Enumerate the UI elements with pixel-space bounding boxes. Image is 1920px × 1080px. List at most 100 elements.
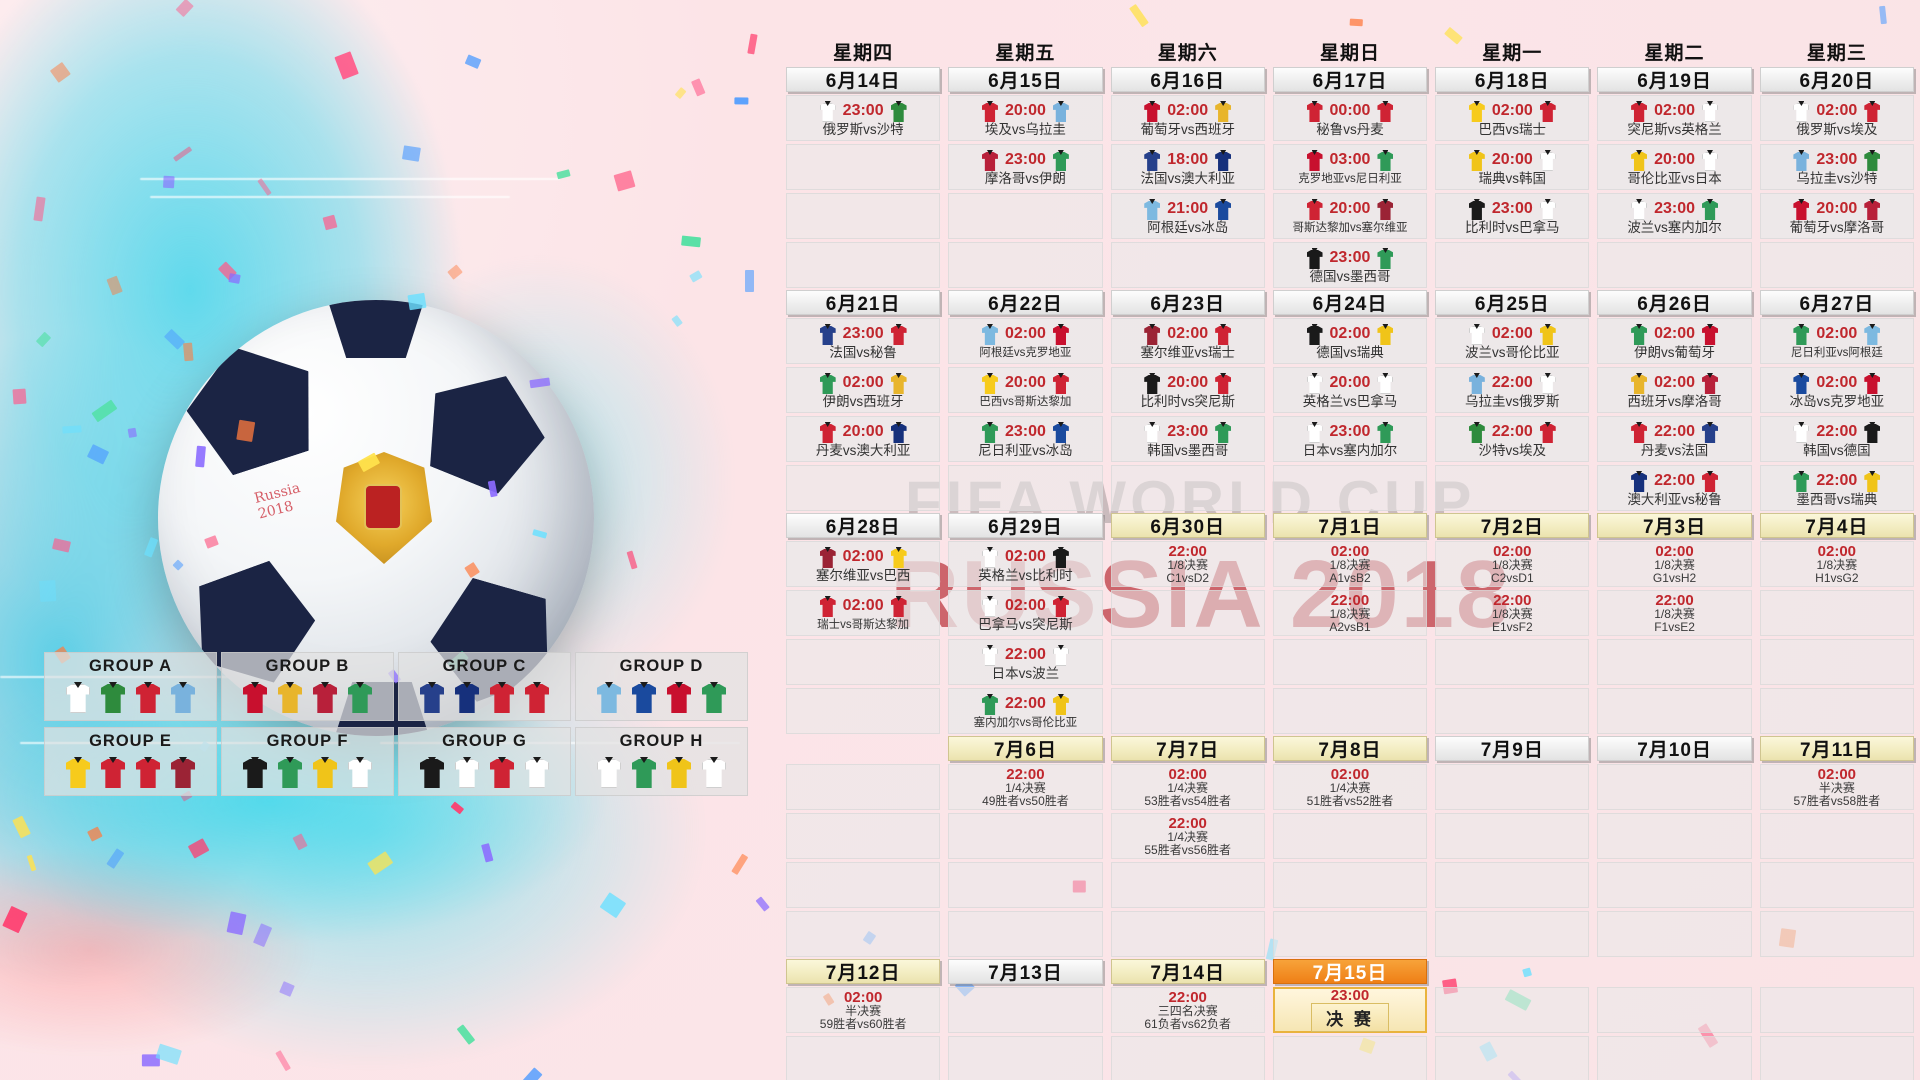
- date-header-6月17日[interactable]: 6月17日: [1272, 67, 1428, 92]
- match-card[interactable]: 02:00 英格兰vs比利时: [948, 541, 1103, 587]
- match-card[interactable]: 23:00 韩国vs墨西哥: [1110, 416, 1265, 462]
- match-card[interactable]: 02:00 葡萄牙vs西班牙: [1110, 95, 1265, 141]
- knockout-match-card[interactable]: 02:00 1/8决赛 C2vsD1: [1435, 541, 1590, 587]
- date-header-6月28日[interactable]: 6月28日: [786, 513, 941, 538]
- match-card[interactable]: 20:00 哥斯达黎加vs塞尔维亚: [1272, 193, 1428, 239]
- match-card[interactable]: 02:00 塞尔维亚vs巴西: [786, 541, 941, 587]
- date-header-6月26日[interactable]: 6月26日: [1597, 290, 1752, 315]
- match-card[interactable]: 22:00 墨西哥vs瑞典: [1759, 465, 1914, 511]
- knockout-match-card[interactable]: 22:00 1/4决赛 49胜者vs50胜者: [948, 764, 1103, 810]
- match-card[interactable]: 20:00 巴西vs哥斯达黎加: [948, 367, 1103, 413]
- match-card[interactable]: 02:00 瑞士vs哥斯达黎加: [786, 590, 941, 636]
- date-header-7月12日[interactable]: 7月12日: [786, 959, 941, 984]
- knockout-match-card[interactable]: 02:00 1/8决赛 H1vsG2: [1759, 541, 1914, 587]
- knockout-match-card[interactable]: 02:00 1/4决赛 51胜者vs52胜者: [1272, 764, 1428, 810]
- match-card[interactable]: 02:00 德国vs瑞典: [1272, 318, 1428, 364]
- date-header-6月29日[interactable]: 6月29日: [948, 513, 1103, 538]
- date-header-7月2日[interactable]: 7月2日: [1435, 513, 1590, 538]
- knockout-match-card[interactable]: 02:00 半决赛 57胜者vs58胜者: [1759, 764, 1914, 810]
- knockout-match-card[interactable]: 02:00 1/8决赛 G1vsH2: [1597, 541, 1752, 587]
- date-header-7月1日[interactable]: 7月1日: [1272, 513, 1428, 538]
- group-panel-group-b[interactable]: GROUP B: [221, 652, 394, 721]
- group-panel-group-g[interactable]: GROUP G: [398, 727, 571, 796]
- match-card[interactable]: 02:00 尼日利亚vs阿根廷: [1759, 318, 1914, 364]
- match-card[interactable]: 23:00 波兰vs塞内加尔: [1597, 193, 1752, 239]
- match-card[interactable]: 02:00 波兰vs哥伦比亚: [1435, 318, 1590, 364]
- group-panel-group-e[interactable]: GROUP E: [44, 727, 217, 796]
- group-panel-group-f[interactable]: GROUP F: [221, 727, 394, 796]
- date-header-6月18日[interactable]: 6月18日: [1435, 67, 1590, 92]
- date-header-6月22日[interactable]: 6月22日: [948, 290, 1103, 315]
- date-header-6月19日[interactable]: 6月19日: [1597, 67, 1752, 92]
- date-header-6月15日[interactable]: 6月15日: [948, 67, 1103, 92]
- match-card[interactable]: 02:00 西班牙vs摩洛哥: [1597, 367, 1752, 413]
- match-card[interactable]: 02:00 俄罗斯vs埃及: [1759, 95, 1914, 141]
- match-card[interactable]: 21:00 阿根廷vs冰岛: [1110, 193, 1265, 239]
- date-header-7月14日[interactable]: 7月14日: [1110, 959, 1265, 984]
- date-header-6月24日[interactable]: 6月24日: [1272, 290, 1428, 315]
- match-card[interactable]: 03:00 克罗地亚vs尼日利亚: [1272, 144, 1428, 190]
- match-card[interactable]: 02:00 冰岛vs克罗地亚: [1759, 367, 1914, 413]
- date-header-7月15日[interactable]: 7月15日: [1272, 959, 1428, 984]
- date-header-6月20日[interactable]: 6月20日: [1759, 67, 1914, 92]
- date-header-6月14日[interactable]: 6月14日: [786, 67, 941, 92]
- match-card[interactable]: 23:00 乌拉圭vs沙特: [1759, 144, 1914, 190]
- match-card[interactable]: 00:00 秘鲁vs丹麦: [1272, 95, 1428, 141]
- date-header-7月8日[interactable]: 7月8日: [1272, 736, 1428, 761]
- date-header-7月6日[interactable]: 7月6日: [948, 736, 1103, 761]
- knockout-match-card[interactable]: 02:00 1/8决赛 A1vsB2: [1272, 541, 1428, 587]
- knockout-match-card[interactable]: 22:00 1/4决赛 55胜者vs56胜者: [1110, 813, 1265, 859]
- knockout-match-card[interactable]: 22:00 1/8决赛 F1vsE2: [1597, 590, 1752, 636]
- date-header-7月11日[interactable]: 7月11日: [1759, 736, 1914, 761]
- match-card[interactable]: 20:00 丹麦vs澳大利亚: [786, 416, 941, 462]
- group-panel-group-d[interactable]: GROUP D: [575, 652, 748, 721]
- match-card[interactable]: 02:00 突尼斯vs英格兰: [1597, 95, 1752, 141]
- match-card[interactable]: 22:00 日本vs波兰: [948, 639, 1103, 685]
- date-header-7月13日[interactable]: 7月13日: [948, 959, 1103, 984]
- match-card[interactable]: 20:00 哥伦比亚vs日本: [1597, 144, 1752, 190]
- match-card[interactable]: 22:00 乌拉圭vs俄罗斯: [1435, 367, 1590, 413]
- match-card[interactable]: 22:00 丹麦vs法国: [1597, 416, 1752, 462]
- date-header-7月9日[interactable]: 7月9日: [1435, 736, 1590, 761]
- knockout-match-card[interactable]: 22:00 1/8决赛 E1vsF2: [1435, 590, 1590, 636]
- match-card[interactable]: 18:00 法国vs澳大利亚: [1110, 144, 1265, 190]
- match-card[interactable]: 02:00 塞尔维亚vs瑞士: [1110, 318, 1265, 364]
- group-panel-group-a[interactable]: GROUP A: [44, 652, 217, 721]
- final-match-card[interactable]: 23:00 决 赛: [1272, 987, 1428, 1033]
- date-header-6月27日[interactable]: 6月27日: [1759, 290, 1914, 315]
- match-card[interactable]: 02:00 伊朗vs西班牙: [786, 367, 941, 413]
- match-card[interactable]: 02:00 巴西vs瑞士: [1435, 95, 1590, 141]
- match-card[interactable]: 20:00 葡萄牙vs摩洛哥: [1759, 193, 1914, 239]
- match-card[interactable]: 23:00 日本vs塞内加尔: [1272, 416, 1428, 462]
- match-card[interactable]: 22:00 沙特vs埃及: [1435, 416, 1590, 462]
- match-card[interactable]: 02:00 伊朗vs葡萄牙: [1597, 318, 1752, 364]
- date-header-6月23日[interactable]: 6月23日: [1110, 290, 1265, 315]
- match-card[interactable]: 23:00 尼日利亚vs冰岛: [948, 416, 1103, 462]
- knockout-match-card[interactable]: 02:00 1/4决赛 53胜者vs54胜者: [1110, 764, 1265, 810]
- knockout-match-card[interactable]: 22:00 1/8决赛 C1vsD2: [1110, 541, 1265, 587]
- match-card[interactable]: 20:00 比利时vs突尼斯: [1110, 367, 1265, 413]
- match-card[interactable]: 23:00 摩洛哥vs伊朗: [948, 144, 1103, 190]
- match-card[interactable]: 23:00 比利时vs巴拿马: [1435, 193, 1590, 239]
- match-card[interactable]: 20:00 英格兰vs巴拿马: [1272, 367, 1428, 413]
- date-header-7月4日[interactable]: 7月4日: [1759, 513, 1914, 538]
- date-header-6月25日[interactable]: 6月25日: [1435, 290, 1590, 315]
- match-card[interactable]: 02:00 巴拿马vs突尼斯: [948, 590, 1103, 636]
- match-card[interactable]: 20:00 埃及vs乌拉圭: [948, 95, 1103, 141]
- match-card[interactable]: 22:00 韩国vs德国: [1759, 416, 1914, 462]
- group-panel-group-h[interactable]: GROUP H: [575, 727, 748, 796]
- date-header-6月21日[interactable]: 6月21日: [786, 290, 941, 315]
- knockout-match-card[interactable]: 02:00 半决赛 59胜者vs60胜者: [786, 987, 941, 1033]
- match-card[interactable]: 23:00 德国vs墨西哥: [1272, 242, 1428, 288]
- date-header-7月3日[interactable]: 7月3日: [1597, 513, 1752, 538]
- match-card[interactable]: 23:00 法国vs秘鲁: [786, 318, 941, 364]
- knockout-match-card[interactable]: 22:00 三四名决赛 61负者vs62负者: [1110, 987, 1265, 1033]
- date-header-6月16日[interactable]: 6月16日: [1110, 67, 1265, 92]
- match-card[interactable]: 23:00 俄罗斯vs沙特: [786, 95, 941, 141]
- match-card[interactable]: 22:00 塞内加尔vs哥伦比亚: [948, 688, 1103, 734]
- match-card[interactable]: 20:00 瑞典vs韩国: [1435, 144, 1590, 190]
- date-header-6月30日[interactable]: 6月30日: [1110, 513, 1265, 538]
- date-header-7月7日[interactable]: 7月7日: [1110, 736, 1265, 761]
- date-header-7月10日[interactable]: 7月10日: [1597, 736, 1752, 761]
- knockout-match-card[interactable]: 22:00 1/8决赛 A2vsB1: [1272, 590, 1428, 636]
